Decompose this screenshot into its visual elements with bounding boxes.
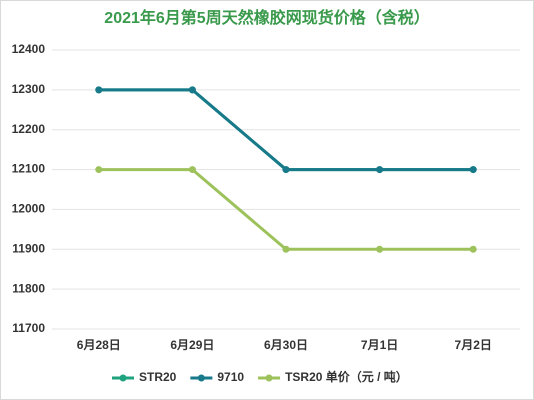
data-point xyxy=(376,245,384,253)
x-tick-label: 7月2日 xyxy=(455,338,492,352)
legend-label: STR20 xyxy=(139,370,177,384)
data-point xyxy=(95,86,103,94)
legend-label: TSR20 单价（元 / 吨） xyxy=(285,369,408,384)
y-tick-label: 12100 xyxy=(12,162,46,176)
x-tick-label: 6月30日 xyxy=(264,338,308,352)
data-point xyxy=(188,86,196,94)
y-tick-label: 12300 xyxy=(12,82,46,96)
data-point xyxy=(469,166,477,174)
data-point xyxy=(376,166,384,174)
x-tick-label: 6月29日 xyxy=(170,338,214,352)
x-tick-label: 6月28日 xyxy=(77,338,121,352)
y-tick-label: 12400 xyxy=(12,42,46,56)
data-point xyxy=(188,166,196,174)
legend-marker xyxy=(197,374,205,382)
chart-title: 2021年6月第5周天然橡胶网现货价格（含税） xyxy=(104,8,429,27)
y-tick-label: 11900 xyxy=(12,241,45,255)
legend-marker xyxy=(119,374,127,382)
data-point xyxy=(282,245,290,253)
data-point xyxy=(469,245,477,253)
legend-marker xyxy=(265,374,273,382)
y-tick-label: 11700 xyxy=(12,321,45,335)
data-point xyxy=(95,166,103,174)
x-tick-label: 7月1日 xyxy=(361,338,398,352)
y-tick-label: 12200 xyxy=(12,122,46,136)
data-point xyxy=(282,166,290,174)
y-tick-label: 11800 xyxy=(12,281,45,295)
y-tick-label: 12000 xyxy=(12,202,46,216)
legend-label: 9710 xyxy=(217,370,244,384)
